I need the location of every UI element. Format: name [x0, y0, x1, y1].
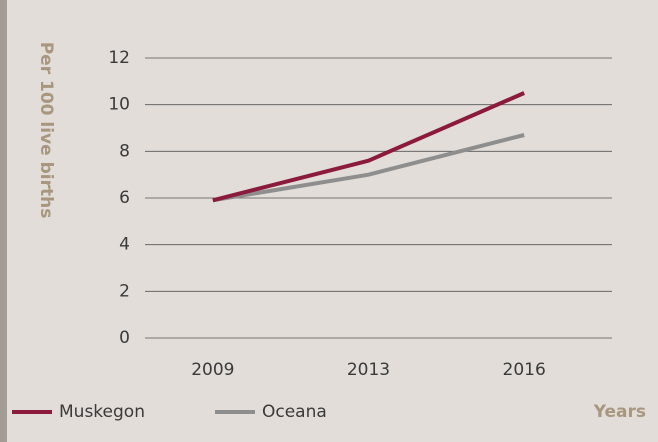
y-tick-label: 0 — [119, 328, 130, 348]
y-tick-label: 4 — [119, 235, 130, 255]
x-tick-label: 2009 — [191, 360, 234, 380]
x-tick-label: 2016 — [503, 360, 546, 380]
y-axis-title: Per 100 live births — [36, 42, 56, 219]
series-line — [212, 133, 525, 203]
y-tick-label: 12 — [108, 48, 130, 68]
y-tick-label: 6 — [119, 188, 130, 208]
legend-label: Muskegon — [59, 402, 145, 422]
y-tick-label: 8 — [119, 141, 130, 161]
left-stripe — [0, 0, 7, 442]
x-tick-label: 2013 — [347, 360, 390, 380]
y-tick-label: 10 — [108, 95, 130, 115]
series-line — [212, 91, 525, 203]
x-axis-title: Years — [593, 402, 646, 422]
y-tick-label: 2 — [119, 281, 130, 301]
legend-label: Oceana — [262, 402, 327, 422]
